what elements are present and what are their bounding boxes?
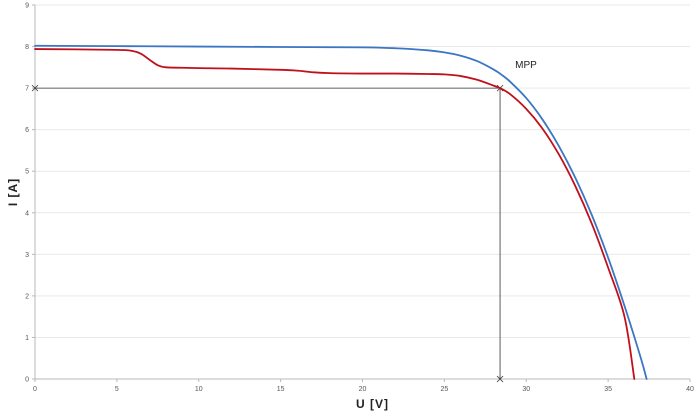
y-tick-label-2: 2 [25,293,29,300]
y-tick-label-1: 1 [25,335,29,342]
y-tick-label-9: 9 [25,3,29,10]
mpp-annotation: MPP [515,60,537,71]
series-layer [34,44,648,380]
x-tick-label-15: 15 [277,386,285,393]
x-axis-title: U [V] [356,397,389,411]
mpp-current-marker [31,84,39,92]
y-tick-label-5: 5 [25,169,29,176]
x-tick-label-40: 40 [686,386,694,393]
x-tick-label-30: 30 [522,386,530,393]
x-tick-label-5: 5 [115,386,119,393]
y-tick-label-6: 6 [25,127,29,134]
x-tick-label-25: 25 [440,386,448,393]
x-tick-label-0: 0 [33,386,37,393]
y-axis-title: I [A] [6,178,20,206]
x-tick-label-20: 20 [359,386,367,393]
mpp-voltage-marker [496,375,504,383]
x-tick-label-10: 10 [195,386,203,393]
y-tick-label-8: 8 [25,44,29,51]
y-tick-label-0: 0 [25,377,29,384]
y-tick-label-4: 4 [25,210,29,217]
y-tick-label-3: 3 [25,252,29,259]
axes [32,4,691,382]
x-tick-label-35: 35 [604,386,612,393]
tick-labels: 0 1 2 3 4 5 6 7 8 9 0 5 10 15 20 25 30 35 40 [25,3,694,394]
grid [35,4,690,338]
y-tick-label-7: 7 [25,86,29,93]
series-line-2 [34,48,636,380]
series-line-1 [34,44,648,380]
